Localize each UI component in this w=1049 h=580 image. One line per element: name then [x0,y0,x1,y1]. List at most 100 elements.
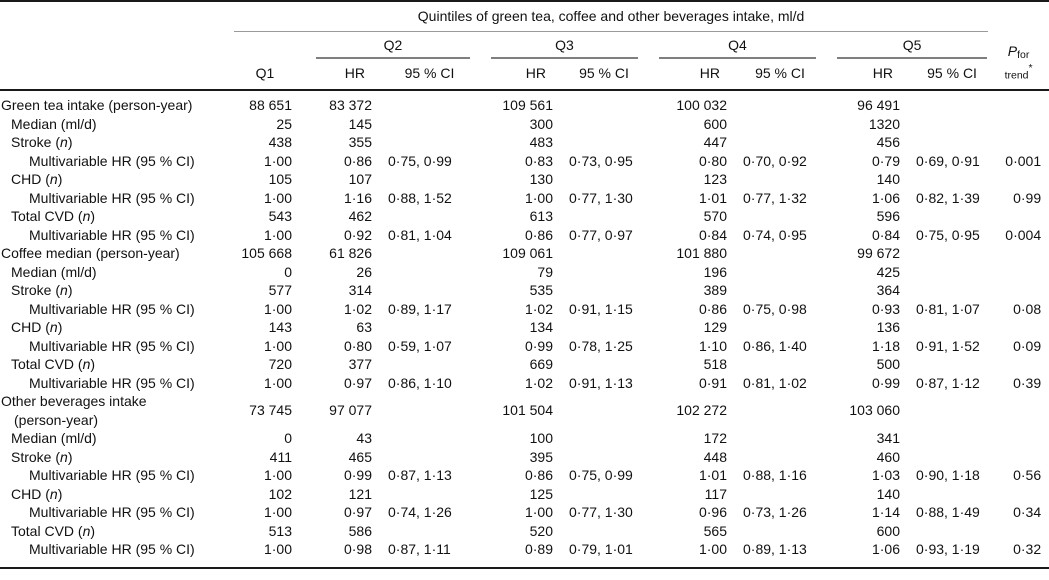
p-trend-value: 0·32 [1013,541,1042,557]
q4-ci-value [729,244,817,263]
q4-ci-value [729,485,817,504]
q1-value: 1·00 [263,467,292,483]
row-label: Total CVD (n) [0,207,234,226]
q3-ci-value [555,318,639,337]
q5-hr-value: 0·99 [871,374,900,391]
table-row: Stroke (n) 577 314 535 389 364 [0,281,1049,300]
q4-ci-value [729,90,817,115]
q3-hr-value: 101 504 [502,402,553,419]
q4-hr-value: 570 [703,208,727,224]
table-row: Multivariable HR (95 % CI) 1·00 0·92 0·81, … [0,226,1049,245]
table-header: Quintiles of green tea, coffee and other… [0,1,1049,90]
q4-ci-value [729,133,817,152]
q2-hr-value: 121 [348,485,372,502]
q1-value: 88 651 [249,97,292,113]
q4-hr-value: 600 [703,115,727,132]
q5-hr-value: 341 [876,430,900,446]
table-row: Multivariable HR (95 % CI) 1·00 0·86 0·75, … [0,152,1049,171]
q1-value: 1·00 [263,337,292,354]
q5-ci-value [902,207,988,226]
q5-ci-value: 0·90, 1·18 [916,467,980,483]
q2-ci-value [374,263,471,282]
table-row: Median (ml/d) 0 26 79 196 425 [0,263,1049,282]
q2-ci-value: 0·87, 1·11 [388,541,451,557]
q5-ci-value [902,115,988,134]
q3-ci-value [555,263,639,282]
q3-hr-value: 134 [529,319,553,335]
table-row: Multivariable HR (95 % CI) 1·00 0·80 0·59, … [0,337,1049,356]
q5-hr-value: 140 [876,171,900,187]
table-row: Total CVD (n) 720 377 669 518 500 [0,355,1049,374]
q1-value: 1·00 [263,300,292,317]
q3-ci-value [555,355,639,374]
q4-ci-value [729,281,817,300]
table-body: Green tea intake (person-year) 88 651 83 3… [0,90,1049,568]
row-label: Stroke (n) [0,133,234,152]
row-label: Coffee median (person-year) [0,244,234,263]
row-label-text: Stroke (n) [11,448,73,465]
q4-hr-value: 447 [703,134,727,150]
p-trend-value: 0·001 [1005,152,1042,169]
q5-hr-value: 1·06 [871,189,900,206]
q3-hr-value: 130 [529,171,553,187]
q2-ci-value [374,115,471,134]
row-label-text: CHD (n) [11,171,63,187]
q1-value: 543 [268,208,292,224]
row-label-text: CHD (n) [11,485,63,502]
q3-ci-value [555,90,639,115]
row-label: Stroke (n) [0,281,234,300]
q2-ci-value: 0·75, 0·99 [388,152,452,169]
table-row: Total CVD (n) 543 462 613 570 596 [0,207,1049,226]
row-label: Multivariable HR (95 % CI) [0,540,234,568]
q3-hr-value: 79 [537,263,553,280]
q4-hr-value: 117 [704,485,727,502]
q2-hr-value: 314 [348,282,372,298]
row-label-text: Green tea intake (person-year) [1,97,193,113]
q4-ci-value: 0·73, 1·26 [743,504,807,520]
row-label-text: Multivariable HR (95 % CI) [29,504,195,520]
q3-hr-value: 669 [529,356,553,372]
p-sub-for: for [1017,49,1030,62]
q1-value: 1·00 [263,504,292,520]
q2-hr-value: 61 826 [329,245,372,261]
q5-hr-value: 136 [876,319,900,335]
q4-ci-value [729,263,817,282]
q2-ci-value [374,281,471,300]
q2-ci-value [374,522,471,541]
q2-hr-value: 0·98 [343,541,372,557]
q3-ci-value: 0·75, 0·99 [569,467,633,483]
q5-ci-value: 0·81, 1·07 [916,300,980,317]
q5-hr-value: 1·06 [871,541,900,557]
q2-ci-value [374,90,471,115]
footnote-asterisk: * [1028,62,1033,75]
q2-hr-value: 43 [356,430,372,446]
q2-hr-value: 462 [348,208,372,224]
q4-hr-value: 123 [703,171,727,187]
q4-hr-value: 389 [703,282,727,298]
table-row: Total CVD (n) 513 586 520 565 600 [0,522,1049,541]
group-header-q3: Q3 [471,32,639,59]
q2-hr-value: 26 [356,263,372,280]
q4-hr-value: 129 [703,319,727,335]
p-trend-value [988,263,1049,282]
group-header-q5: Q5 [817,32,988,59]
q4-ci-value [729,318,817,337]
quintile-group-row: Q2 Q3 Q4 Q5 [0,32,1049,59]
q5-ci-value: 0·87, 1·12 [916,374,980,391]
row-label: Other beverages intake (person-year) [0,392,234,429]
p-trend-value [988,281,1049,300]
q2-hr-value: 0·80 [343,337,372,354]
q5-hr-value: 99 672 [857,245,900,261]
row-label-text: Multivariable HR (95 % CI) [29,300,195,317]
p-trend-value: 0·34 [1013,504,1042,520]
q2-hr-value: 355 [348,134,372,150]
row-label-text: Multivariable HR (95 % CI) [29,374,195,391]
row-label: Median (ml/d) [0,429,234,448]
p-trend-value [988,133,1049,152]
row-label: CHD (n) [0,170,234,189]
q4-ci-value: 0·88, 1·16 [743,467,807,483]
table-row: Multivariable HR (95 % CI) 1·00 1·16 0·88, … [0,189,1049,208]
p-trend-value [988,485,1049,504]
q3-ci-value: 0·77, 0·97 [569,226,633,243]
q1-value: 0 [284,430,292,446]
